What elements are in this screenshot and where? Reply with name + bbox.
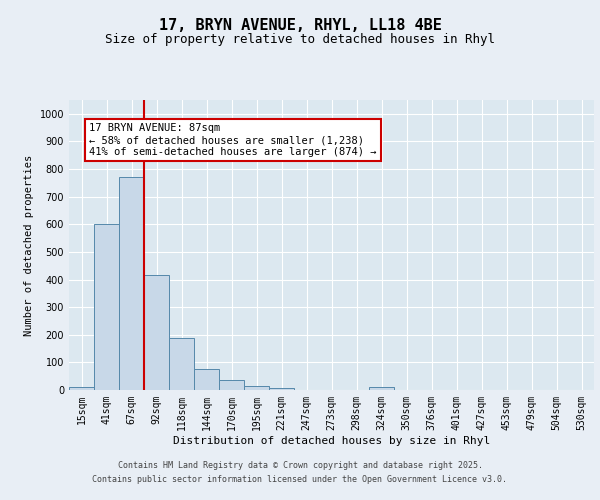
Bar xyxy=(94,224,119,390)
Bar xyxy=(219,380,244,390)
Text: 17, BRYN AVENUE, RHYL, LL18 4BE: 17, BRYN AVENUE, RHYL, LL18 4BE xyxy=(158,18,442,32)
Bar xyxy=(369,386,394,390)
Bar xyxy=(194,370,219,390)
Bar xyxy=(269,388,294,390)
Text: 17 BRYN AVENUE: 87sqm
← 58% of detached houses are smaller (1,238)
41% of semi-d: 17 BRYN AVENUE: 87sqm ← 58% of detached … xyxy=(89,124,377,156)
Bar xyxy=(144,276,169,390)
Text: Contains public sector information licensed under the Open Government Licence v3: Contains public sector information licen… xyxy=(92,476,508,484)
Text: Size of property relative to detached houses in Rhyl: Size of property relative to detached ho… xyxy=(105,32,495,46)
Y-axis label: Number of detached properties: Number of detached properties xyxy=(24,154,34,336)
Text: Contains HM Land Registry data © Crown copyright and database right 2025.: Contains HM Land Registry data © Crown c… xyxy=(118,462,482,470)
Bar xyxy=(244,386,269,390)
Bar xyxy=(119,178,144,390)
Bar xyxy=(169,338,194,390)
X-axis label: Distribution of detached houses by size in Rhyl: Distribution of detached houses by size … xyxy=(173,436,490,446)
Bar xyxy=(69,386,94,390)
